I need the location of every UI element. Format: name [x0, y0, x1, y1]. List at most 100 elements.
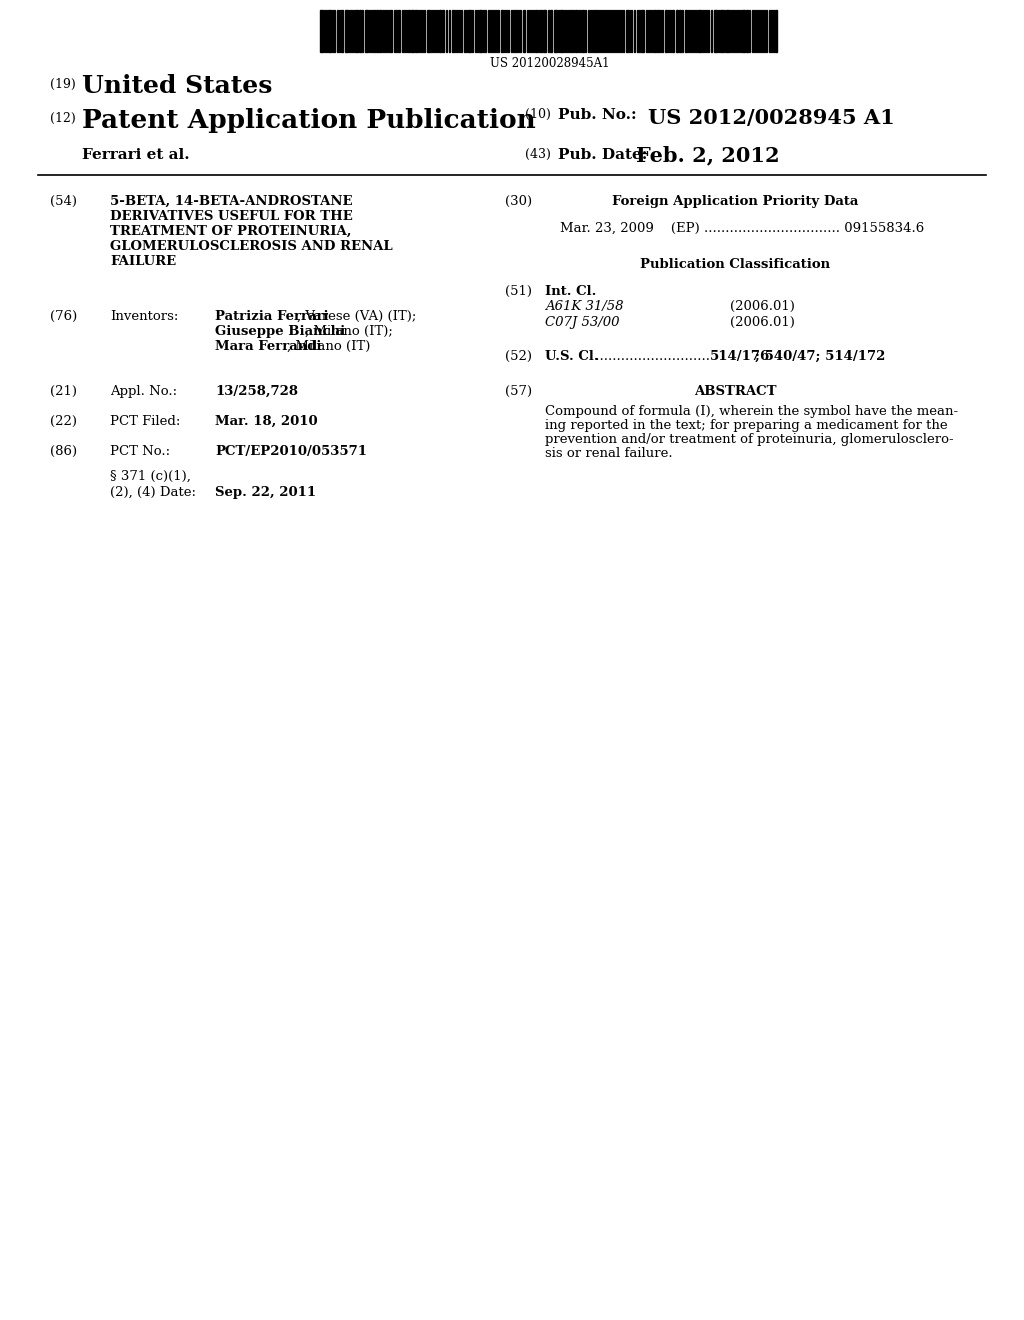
Bar: [626, 11, 628, 51]
Bar: [654, 11, 656, 51]
Bar: [468, 11, 471, 51]
Text: Mara Ferrandi: Mara Ferrandi: [215, 341, 322, 352]
Text: Feb. 2, 2012: Feb. 2, 2012: [636, 145, 780, 165]
Text: (12): (12): [50, 112, 76, 125]
Bar: [672, 11, 674, 51]
Text: U.S. Cl.: U.S. Cl.: [545, 350, 599, 363]
Bar: [523, 11, 525, 51]
Bar: [411, 11, 414, 51]
Text: (52): (52): [505, 350, 532, 363]
Text: Sep. 22, 2011: Sep. 22, 2011: [215, 486, 316, 499]
Text: (30): (30): [505, 195, 532, 209]
Bar: [540, 11, 542, 51]
Text: Compound of formula (I), wherein the symbol have the mean-: Compound of formula (I), wherein the sym…: [545, 405, 958, 418]
Text: (86): (86): [50, 445, 77, 458]
Text: Appl. No.:: Appl. No.:: [110, 385, 177, 399]
Text: GLOMERULOSCLEROSIS AND RENAL: GLOMERULOSCLEROSIS AND RENAL: [110, 240, 392, 253]
Bar: [550, 11, 552, 51]
Bar: [698, 11, 701, 51]
Text: (43): (43): [525, 148, 551, 161]
Bar: [657, 11, 659, 51]
Bar: [390, 11, 392, 51]
Text: , Milano (IT): , Milano (IT): [287, 341, 371, 352]
Text: United States: United States: [82, 74, 272, 98]
Text: Pub. Date:: Pub. Date:: [558, 148, 647, 162]
Text: (2006.01): (2006.01): [730, 300, 795, 313]
Bar: [442, 11, 444, 51]
Text: (2006.01): (2006.01): [730, 315, 795, 329]
Bar: [398, 11, 400, 51]
Text: PCT/EP2010/053571: PCT/EP2010/053571: [215, 445, 367, 458]
Bar: [575, 11, 577, 51]
Bar: [641, 11, 644, 51]
Text: PCT Filed:: PCT Filed:: [110, 414, 180, 428]
Text: (19): (19): [50, 78, 76, 91]
Bar: [359, 11, 361, 51]
Text: Mar. 18, 2010: Mar. 18, 2010: [215, 414, 317, 428]
Bar: [452, 11, 454, 51]
Text: ...........................: ...........................: [591, 350, 715, 363]
Bar: [570, 11, 572, 51]
Text: (57): (57): [505, 385, 532, 399]
Text: prevention and/or treatment of proteinuria, glomerulosclero-: prevention and/or treatment of proteinur…: [545, 433, 953, 446]
Text: Ferrari et al.: Ferrari et al.: [82, 148, 189, 162]
Text: 514/176: 514/176: [710, 350, 770, 363]
Text: Inventors:: Inventors:: [110, 310, 178, 323]
Bar: [328, 11, 331, 51]
Text: Mar. 23, 2009    (EP) ................................ 09155834.6: Mar. 23, 2009 (EP) .....................…: [560, 222, 925, 235]
Text: A61K 31/58: A61K 31/58: [545, 300, 624, 313]
Bar: [479, 11, 482, 51]
Bar: [501, 11, 503, 51]
Text: C07J 53/00: C07J 53/00: [545, 315, 620, 329]
Text: TREATMENT OF PROTEINURIA,: TREATMENT OF PROTEINURIA,: [110, 224, 351, 238]
Bar: [594, 11, 596, 51]
Text: (51): (51): [505, 285, 532, 298]
Text: FAILURE: FAILURE: [110, 255, 176, 268]
Bar: [665, 11, 667, 51]
Text: (54): (54): [50, 195, 77, 209]
Text: ; 540/47; 514/172: ; 540/47; 514/172: [755, 350, 886, 363]
Text: 5-BETA, 14-BETA-ANDROSTANE: 5-BETA, 14-BETA-ANDROSTANE: [110, 195, 352, 209]
Text: US 20120028945A1: US 20120028945A1: [490, 57, 609, 70]
Text: DERIVATIVES USEFUL FOR THE: DERIVATIVES USEFUL FOR THE: [110, 210, 352, 223]
Text: Int. Cl.: Int. Cl.: [545, 285, 596, 298]
Text: 13/258,728: 13/258,728: [215, 385, 298, 399]
Text: ing reported in the text; for preparing a medicament for the: ing reported in the text; for preparing …: [545, 418, 947, 432]
Bar: [582, 11, 584, 51]
Text: (22): (22): [50, 414, 77, 428]
Text: (10): (10): [525, 108, 551, 121]
Text: US 2012/0028945 A1: US 2012/0028945 A1: [648, 108, 895, 128]
Text: PCT No.:: PCT No.:: [110, 445, 170, 458]
Bar: [742, 11, 745, 51]
Bar: [554, 11, 557, 51]
Bar: [676, 11, 678, 51]
Bar: [365, 11, 368, 51]
Bar: [560, 11, 563, 51]
Text: Publication Classification: Publication Classification: [640, 257, 830, 271]
Bar: [415, 11, 417, 51]
Bar: [679, 11, 681, 51]
Bar: [439, 11, 441, 51]
Bar: [373, 11, 375, 51]
Text: , Milano (IT);: , Milano (IT);: [305, 325, 393, 338]
Text: Giuseppe Bianchi: Giuseppe Bianchi: [215, 325, 345, 338]
Bar: [355, 11, 358, 51]
Text: (76): (76): [50, 310, 77, 323]
Bar: [685, 11, 687, 51]
Text: ABSTRACT: ABSTRACT: [693, 385, 776, 399]
Bar: [345, 11, 348, 51]
Bar: [379, 11, 381, 51]
Bar: [726, 11, 729, 51]
Bar: [319, 11, 323, 51]
Text: (21): (21): [50, 385, 77, 399]
Bar: [535, 11, 537, 51]
Bar: [714, 11, 717, 51]
Text: Pub. No.:: Pub. No.:: [558, 108, 637, 121]
Text: Foreign Application Priority Data: Foreign Application Priority Data: [611, 195, 858, 209]
Bar: [376, 11, 378, 51]
Bar: [543, 11, 546, 51]
Bar: [775, 11, 777, 51]
Text: § 371 (c)(1),: § 371 (c)(1),: [110, 470, 190, 483]
Text: , Varese (VA) (IT);: , Varese (VA) (IT);: [297, 310, 417, 323]
Bar: [746, 11, 748, 51]
